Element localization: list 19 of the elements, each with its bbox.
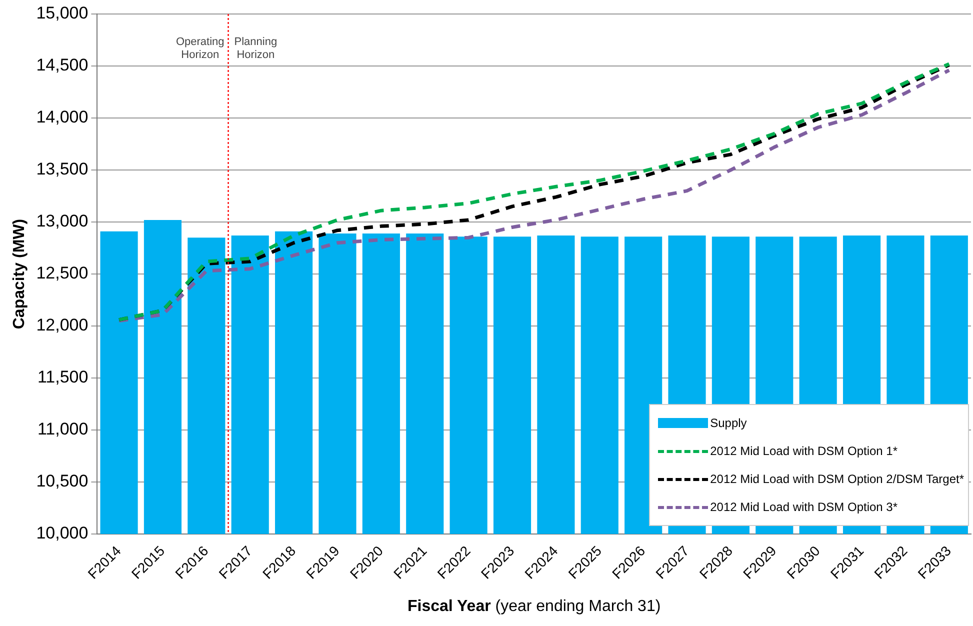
legend-label: 2012 Mid Load with DSM Option 1* bbox=[710, 444, 898, 458]
y-tick-label: 11,000 bbox=[37, 420, 88, 439]
y-tick-label: 10,000 bbox=[36, 524, 88, 543]
annotation: Operating Horizon bbox=[176, 36, 224, 62]
legend-label: 2012 Mid Load with DSM Option 3* bbox=[710, 500, 898, 514]
legend-label: 2012 Mid Load with DSM Option 2/DSM Target* bbox=[710, 472, 964, 486]
annotation: Planning Horizon bbox=[234, 36, 278, 62]
y-tick-label: 11,500 bbox=[37, 368, 88, 387]
y-tick-label: 13,500 bbox=[36, 160, 88, 179]
y-tick-label: 15,000 bbox=[36, 4, 88, 23]
x-axis-title: Fiscal Year (year ending March 31) bbox=[406, 598, 662, 616]
y-tick-label: 12,000 bbox=[36, 316, 88, 335]
y-tick-label: 12,500 bbox=[36, 264, 88, 283]
legend-label: Supply bbox=[710, 416, 747, 430]
y-axis-title: Capacity (MW) bbox=[11, 218, 28, 330]
y-tick-label: 14,000 bbox=[36, 108, 88, 127]
y-tick-label: 10,500 bbox=[36, 472, 88, 491]
y-tick-label: 13,000 bbox=[36, 212, 88, 231]
y-tick-label: 14,500 bbox=[36, 56, 88, 75]
